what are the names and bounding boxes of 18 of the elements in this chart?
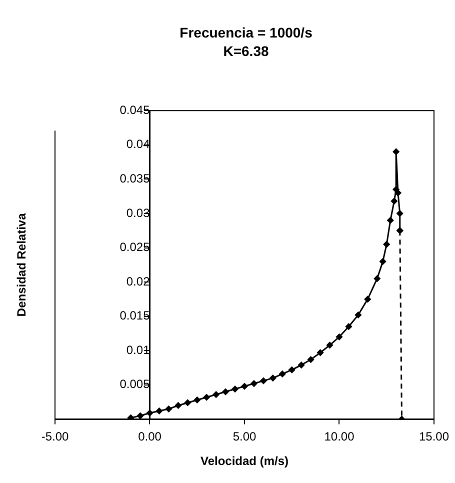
chart-subtitle: K=6.38 — [223, 43, 269, 60]
y-tick-label: 0.005 — [120, 377, 150, 392]
y-tick-label: 0.015 — [120, 308, 150, 323]
y-tick-label: 0.02 — [126, 274, 150, 288]
y-tick-label: 0.035 — [120, 171, 150, 186]
y-tick-label: 0.01 — [126, 342, 150, 357]
x-tick-label: 0.00 — [138, 430, 162, 444]
x-axis-title: Velocidad (m/s) — [200, 454, 289, 468]
x-tick-label: -5.00 — [41, 430, 69, 444]
y-axis-title: Densidad Relativa — [14, 212, 28, 317]
y-tick-label: 0.045 — [120, 102, 150, 117]
x-tick-label: 15.00 — [418, 430, 450, 444]
y-tick-label: 0.03 — [126, 206, 150, 220]
y-tick-label: 0.04 — [126, 137, 150, 152]
chart-title: Frecuencia = 1000/s — [180, 24, 313, 40]
y-tick-label: 0.025 — [120, 240, 150, 254]
x-tick-label: 10.00 — [324, 430, 355, 444]
x-tick-label: 5.00 — [232, 430, 256, 444]
